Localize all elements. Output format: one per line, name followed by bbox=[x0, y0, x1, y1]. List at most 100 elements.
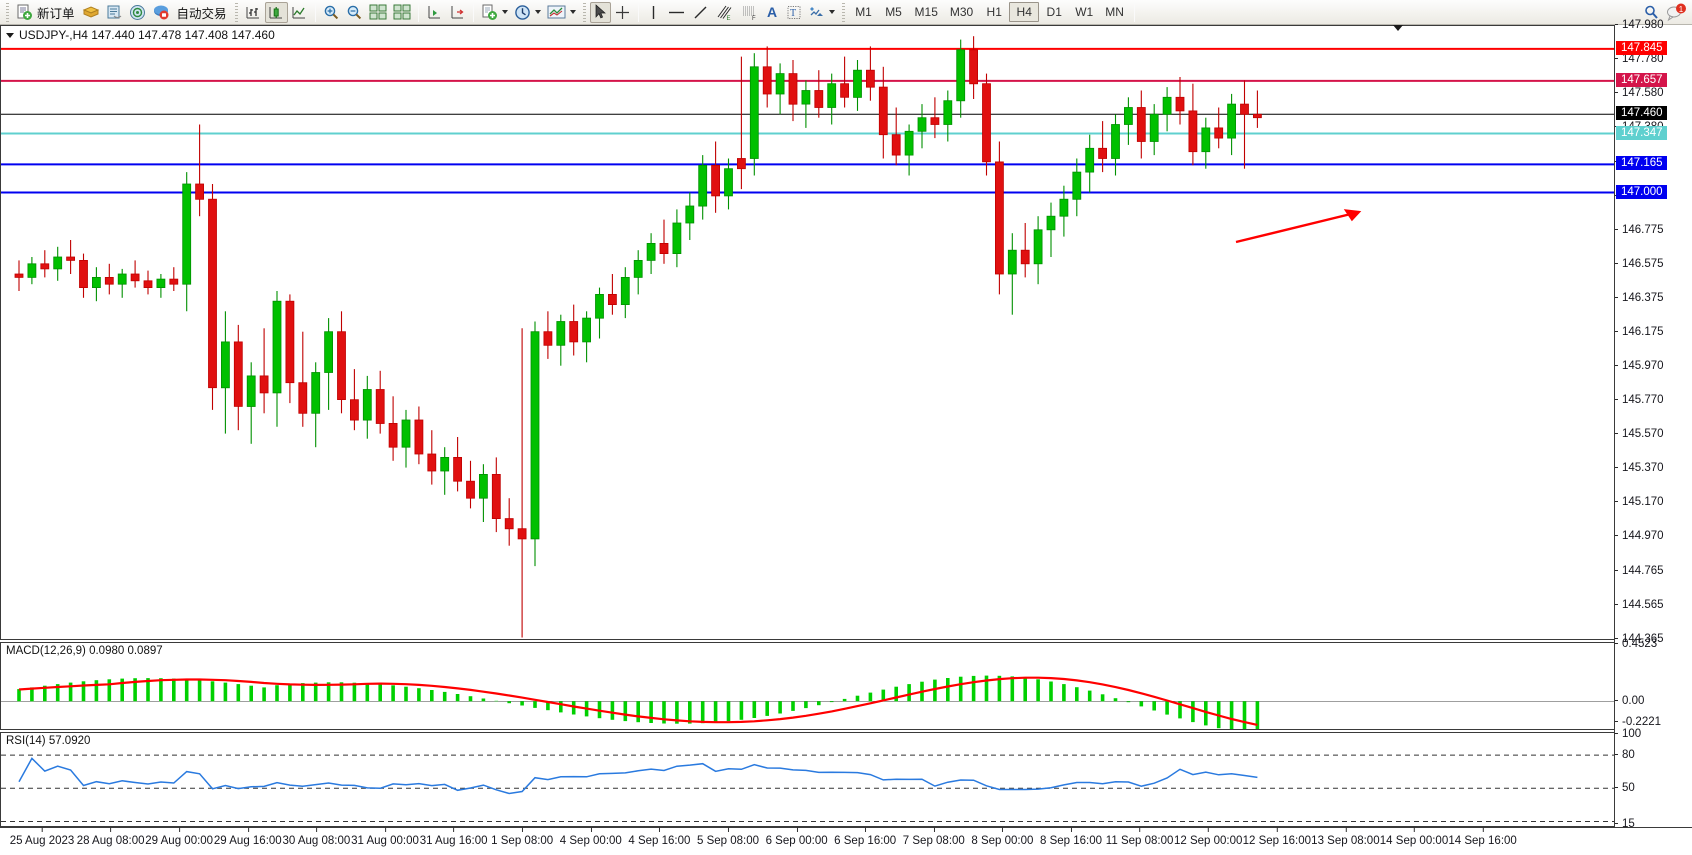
price-badge[interactable]: 147.845 bbox=[1616, 40, 1667, 55]
vertical-line-tool-button[interactable] bbox=[643, 2, 664, 23]
market-watch-button[interactable] bbox=[79, 2, 103, 23]
autotrading-button[interactable]: 自动交易 bbox=[173, 2, 231, 23]
crosshair-tool-button[interactable] bbox=[611, 2, 634, 23]
text-tool-button[interactable]: A bbox=[762, 2, 783, 23]
trendline-tool-button[interactable] bbox=[689, 2, 712, 23]
chevron-down-icon[interactable] bbox=[501, 10, 508, 14]
price-tick: 144.765 bbox=[1615, 565, 1664, 577]
chart-area[interactable]: USDJPY-,H4 147.440 147.478 147.408 147.4… bbox=[0, 19, 1692, 855]
time-tick: 28 Aug 08:00 bbox=[76, 827, 145, 847]
terminal-button[interactable] bbox=[149, 2, 173, 23]
macd-signal-line bbox=[18, 676, 1258, 726]
timeframe-m5[interactable]: M5 bbox=[885, 5, 902, 19]
svg-text:F: F bbox=[752, 16, 756, 21]
price-badge[interactable]: 147.657 bbox=[1616, 72, 1667, 87]
macd-chart-svg bbox=[1, 675, 1614, 729]
time-axis[interactable]: 25 Aug 2023 28 Aug 08:00 29 Aug 00:00 29 Au… bbox=[0, 827, 1692, 855]
price-pane[interactable]: USDJPY-,H4 147.440 147.478 147.408 147.4… bbox=[0, 25, 1614, 640]
new-chart-button[interactable] bbox=[478, 2, 511, 23]
price-tick: 145.170 bbox=[1615, 496, 1664, 508]
text-label-tool-button[interactable]: T bbox=[783, 2, 805, 23]
new-order-button[interactable]: 新订单 bbox=[13, 2, 79, 23]
time-tick: 7 Sep 08:00 bbox=[902, 827, 965, 847]
timeframe-m15[interactable]: M15 bbox=[914, 5, 938, 19]
period-button[interactable] bbox=[511, 2, 544, 23]
price-tick: 145.970 bbox=[1615, 360, 1664, 372]
price-badge[interactable]: 147.460 bbox=[1616, 106, 1667, 121]
toolbar-separator-2 bbox=[417, 2, 419, 22]
chevron-down-icon[interactable] bbox=[6, 32, 14, 38]
chart-title-text: USDJPY-,H4 147.440 147.478 147.408 147.4… bbox=[19, 28, 275, 42]
chart-toolbar-grip[interactable] bbox=[232, 2, 240, 22]
rsi-pane[interactable]: RSI(14) 57.0920 bbox=[0, 732, 1614, 827]
price-tick: 146.575 bbox=[1615, 258, 1664, 270]
time-tick: 14 Sep 16:00 bbox=[1448, 827, 1517, 847]
price-tick: 145.370 bbox=[1615, 462, 1664, 474]
notifications-button[interactable]: 1 bbox=[1663, 2, 1690, 23]
macd-tick: 0.00 bbox=[1615, 695, 1644, 707]
price-scale[interactable]: 147.980147.780147.580147.380147.175146.9… bbox=[1614, 19, 1692, 830]
time-tick: 11 Sep 08:00 bbox=[1105, 827, 1174, 847]
time-tick: 8 Sep 00:00 bbox=[971, 827, 1034, 847]
timeframe-h1[interactable]: H1 bbox=[986, 5, 1002, 19]
timeframe-w1[interactable]: W1 bbox=[1075, 5, 1094, 19]
price-tick: 144.365 bbox=[1615, 633, 1664, 645]
timeframe-d1[interactable]: D1 bbox=[1046, 5, 1062, 19]
horizontal-line-tool-button[interactable] bbox=[664, 2, 689, 23]
main-toolbar: 新订单 bbox=[0, 0, 1692, 25]
tile-windows-button-2[interactable] bbox=[390, 2, 414, 23]
templates-button[interactable] bbox=[544, 2, 579, 23]
macd-pane[interactable]: MACD(12,26,9) 0.0980 0.0897 bbox=[0, 642, 1614, 730]
price-tick: 145.770 bbox=[1615, 394, 1664, 406]
timeframe-mn[interactable]: MN bbox=[1105, 5, 1124, 19]
timeframe-h4[interactable]: H4 bbox=[1009, 2, 1040, 22]
bar-chart-button[interactable] bbox=[242, 2, 265, 23]
rsi-chart-svg bbox=[1, 754, 1614, 822]
search-button[interactable] bbox=[1640, 2, 1663, 23]
navigator-button[interactable] bbox=[126, 2, 149, 23]
equidistant-channel-tool-button[interactable]: E bbox=[712, 2, 737, 23]
timeframe-m30[interactable]: M30 bbox=[949, 5, 974, 19]
price-badge[interactable]: 147.000 bbox=[1616, 184, 1667, 199]
time-tick: 29 Aug 00:00 bbox=[145, 827, 214, 847]
fibonacci-tool-button[interactable]: F bbox=[737, 2, 762, 23]
time-tick: 12 Sep 00:00 bbox=[1173, 827, 1243, 847]
toolbar-grip[interactable] bbox=[4, 2, 11, 22]
macd-tick: 0.4523 bbox=[1615, 638, 1657, 650]
chart-symbol-header: USDJPY-,H4 147.440 147.478 147.408 147.4… bbox=[6, 28, 275, 42]
cursor-tool-button[interactable] bbox=[589, 1, 611, 23]
chart-shift-marker[interactable] bbox=[1393, 25, 1403, 31]
annotation-arrow bbox=[1235, 209, 1362, 244]
time-tick: 25 Aug 2023 bbox=[9, 827, 75, 847]
rsi-label: RSI(14) 57.0920 bbox=[6, 735, 91, 747]
price-tick: 145.570 bbox=[1615, 428, 1664, 440]
line-chart-button[interactable] bbox=[288, 2, 311, 23]
timeframe-m1[interactable]: M1 bbox=[855, 5, 872, 19]
time-tick: 30 Aug 08:00 bbox=[282, 827, 351, 847]
chart-shift-button[interactable] bbox=[446, 2, 469, 23]
zoom-in-button[interactable] bbox=[320, 2, 343, 23]
data-window-button[interactable] bbox=[103, 2, 126, 23]
price-badge[interactable]: 147.165 bbox=[1616, 156, 1667, 171]
time-tick: 29 Aug 16:00 bbox=[213, 827, 282, 847]
chevron-down-icon[interactable] bbox=[534, 10, 541, 14]
price-badge[interactable]: 147.347 bbox=[1616, 125, 1667, 140]
toolbar-separator-1 bbox=[314, 2, 316, 22]
drawing-toolbar-grip[interactable] bbox=[580, 2, 588, 22]
time-tick: 31 Aug 00:00 bbox=[351, 827, 419, 847]
tile-windows-button[interactable] bbox=[366, 2, 390, 23]
chevron-down-icon[interactable] bbox=[569, 10, 576, 14]
notification-count-text: 1 bbox=[1679, 5, 1684, 14]
rsi-tick: 100 bbox=[1615, 728, 1641, 740]
candlestick-chart-button[interactable] bbox=[264, 1, 288, 23]
new-order-label: 新订单 bbox=[37, 6, 75, 21]
zoom-out-button[interactable] bbox=[343, 2, 366, 23]
macd-tick: -0.2221 bbox=[1615, 716, 1661, 728]
toolbar-separator-4 bbox=[637, 2, 639, 22]
chevron-down-icon[interactable] bbox=[828, 10, 835, 14]
timeframe-toolbar-grip[interactable] bbox=[839, 2, 847, 22]
time-tick: 13 Sep 08:00 bbox=[1311, 827, 1380, 847]
auto-scroll-button[interactable] bbox=[423, 2, 446, 23]
shapes-tool-button[interactable] bbox=[805, 2, 838, 23]
rsi-tick: 80 bbox=[1615, 749, 1635, 761]
